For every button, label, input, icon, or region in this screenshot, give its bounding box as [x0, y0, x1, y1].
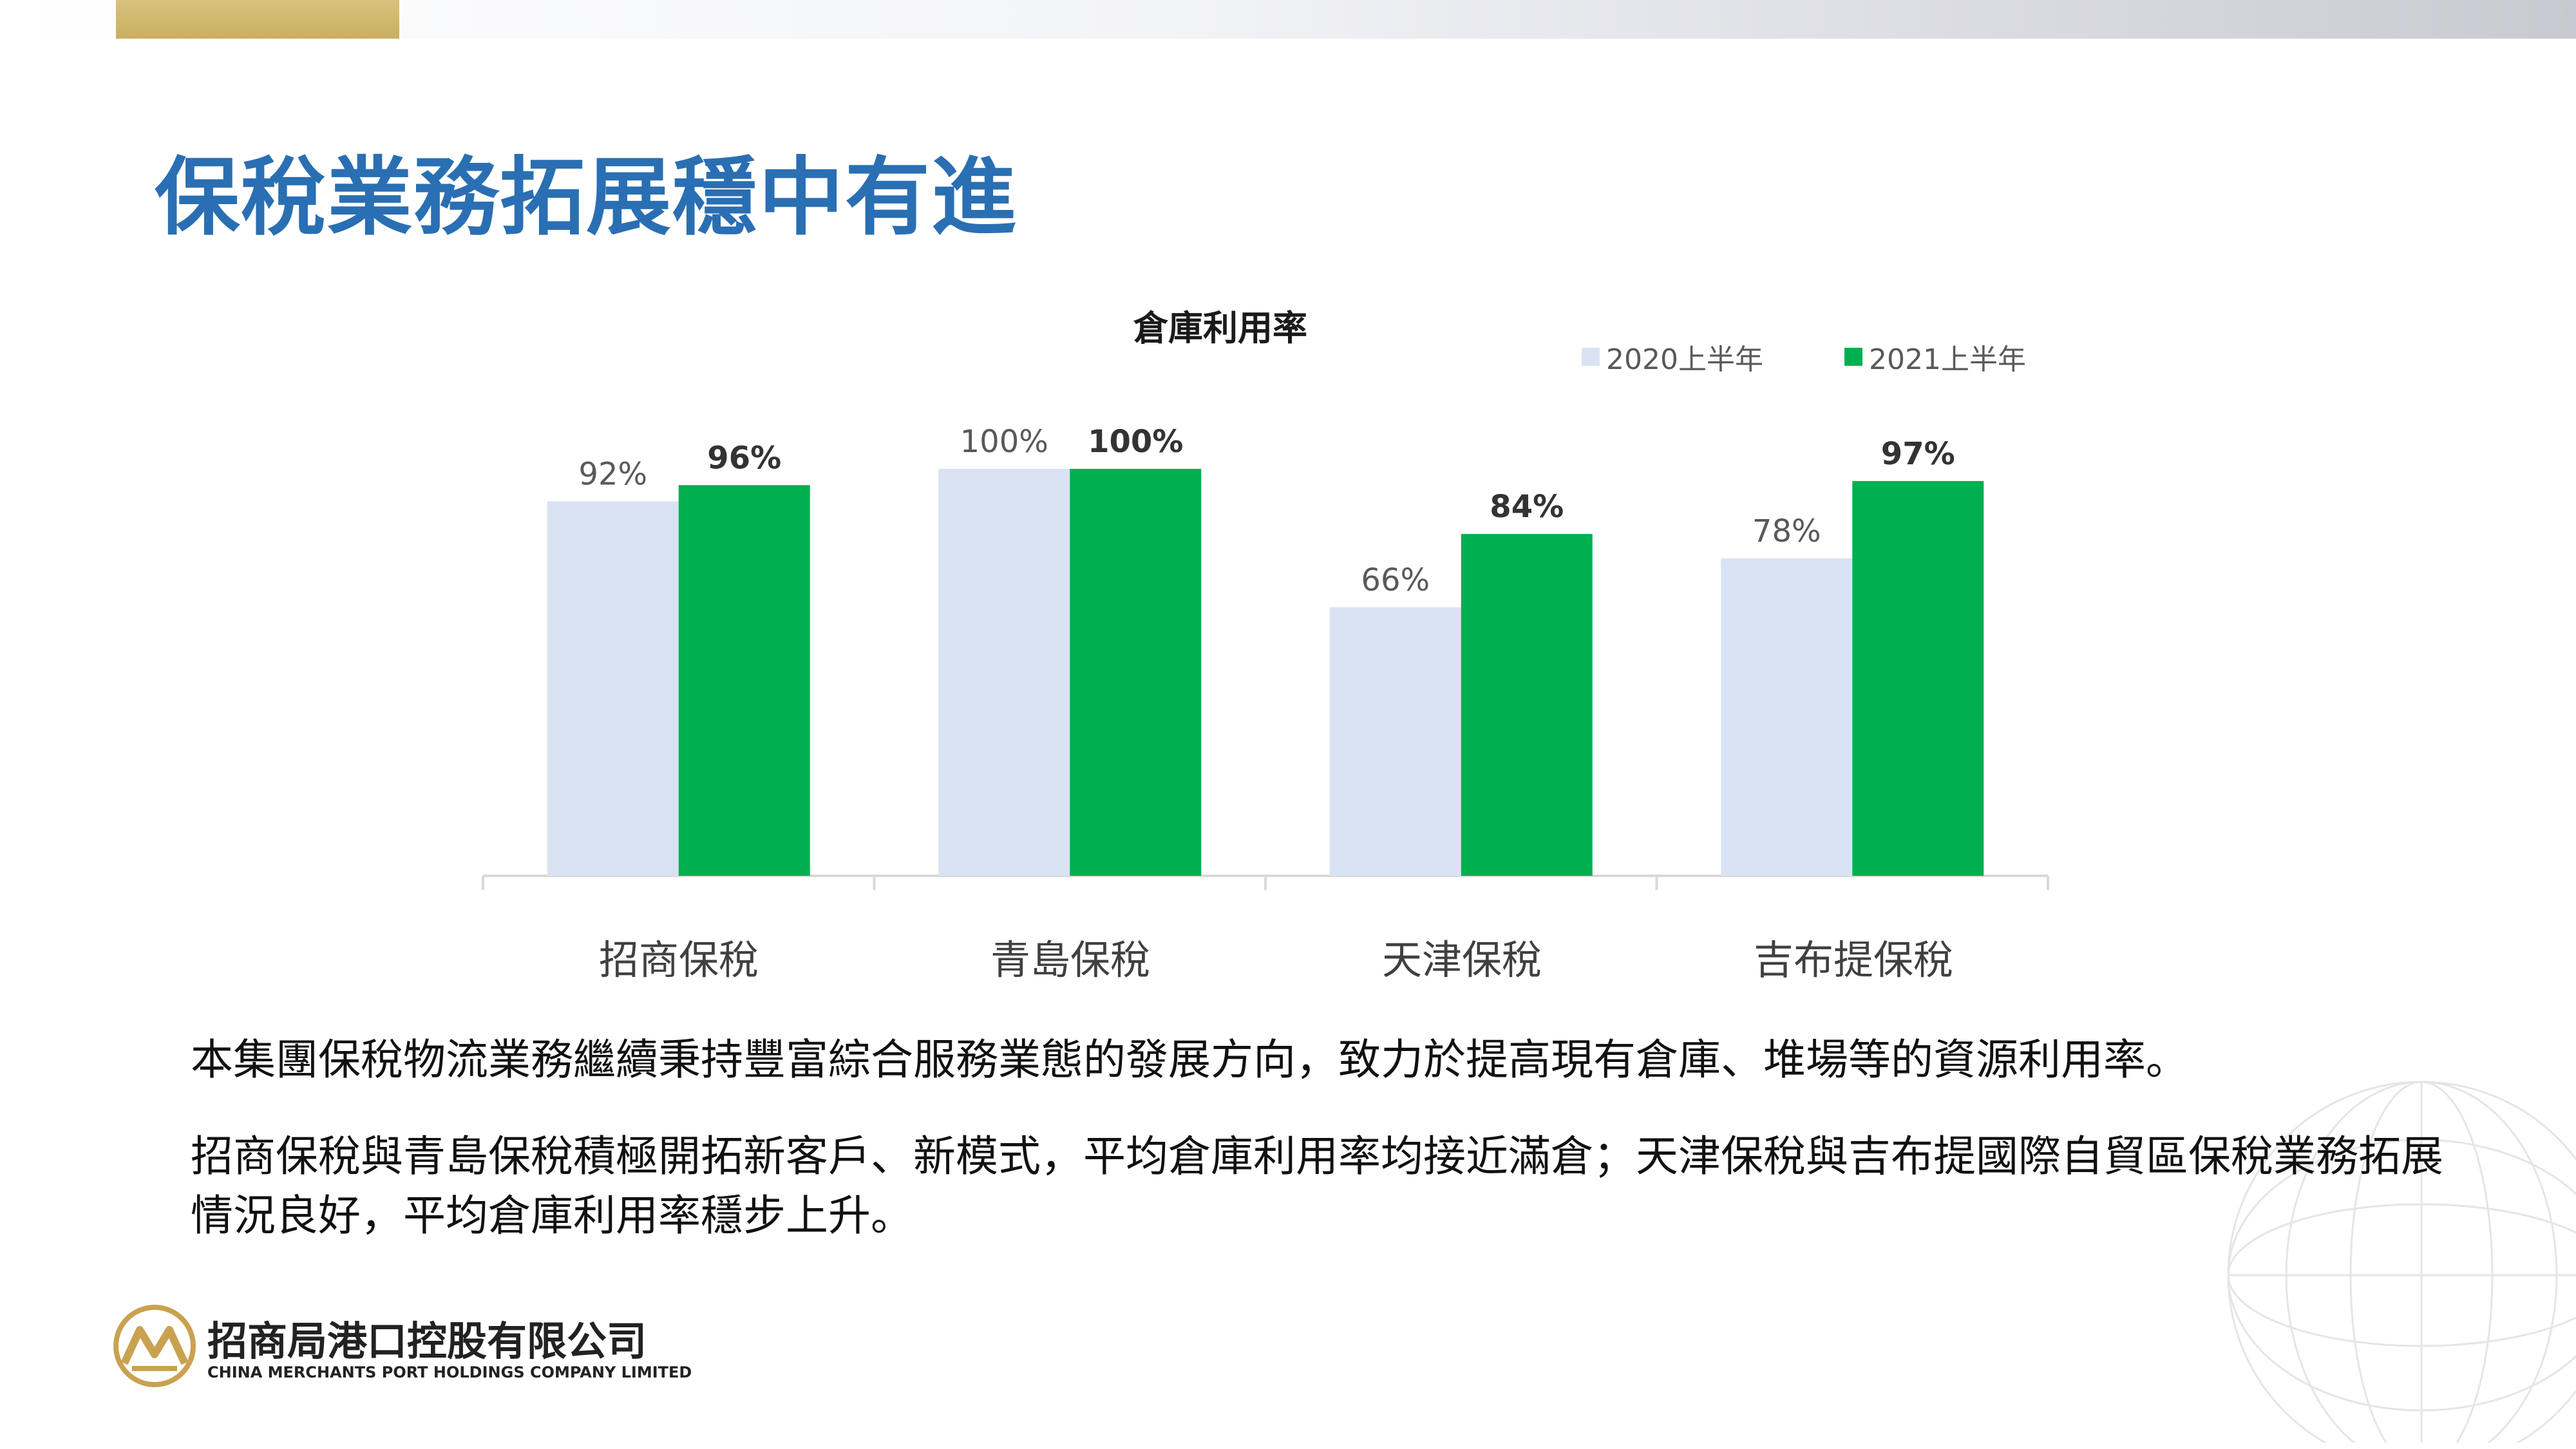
company-name-en: CHINA MERCHANTS PORT HOLDINGS COMPANY LI… [207, 1363, 692, 1381]
data-label-2020-3: 78% [1752, 513, 1821, 549]
bar-2020-1 [938, 469, 1070, 876]
globe-watermark-icon [2227, 1081, 2576, 1443]
bar-2021-2 [1461, 534, 1593, 876]
data-label-2021-1: 100% [1088, 424, 1183, 460]
legend-label-2020: 2020上半年 [1606, 343, 1763, 376]
legend-item-2021: 2021上半年 [1844, 336, 2026, 377]
data-label-2021-2: 84% [1490, 489, 1564, 525]
legend-item-2020: 2020上半年 [1582, 336, 1763, 377]
top-decorative-bar [0, 0, 2576, 39]
bar-2021-3 [1852, 480, 1984, 876]
chart-title: 倉庫利用率 [1133, 308, 1307, 348]
company-name-cn: 招商局港口控股有限公司 [207, 1318, 647, 1365]
body-paragraph-2: 招商保稅與青島保稅積極開拓新客戶、新模式，平均倉庫利用率均接近滿倉；天津保稅與吉… [191, 1132, 2443, 1240]
bar-chart: 92% 96% 100% 100% 66% 84% 78% 97% [482, 424, 2049, 890]
body-paragraph-1: 本集團保稅物流業務繼續秉持豐富綜合服務業態的發展方向，致力於提高現有倉庫、堆場等… [191, 1035, 2188, 1084]
bar-2020-3 [1721, 558, 1853, 876]
category-label-1: 青島保稅 [990, 936, 1150, 983]
bar-2020-2 [1329, 607, 1461, 876]
bar-2021-0 [678, 485, 810, 876]
category-label-2: 天津保稅 [1381, 936, 1542, 983]
data-label-2020-1: 100% [960, 424, 1048, 460]
data-label-2021-0: 96% [707, 440, 781, 476]
category-label-0: 招商保稅 [598, 936, 759, 983]
top-gold-accent [116, 0, 399, 39]
legend-label-2021: 2021上半年 [1869, 343, 2026, 376]
bar-2020-0 [547, 501, 679, 876]
bar-2021-1 [1070, 469, 1202, 876]
cmport-logo-icon [113, 1305, 196, 1387]
category-label-3: 吉布提保稅 [1753, 936, 1953, 983]
data-label-2021-3: 97% [1881, 436, 1955, 472]
legend-swatch-2021 [1844, 348, 1862, 366]
data-label-2020-0: 92% [578, 457, 647, 493]
data-label-2020-2: 66% [1361, 562, 1430, 598]
slide-title: 保稅業務拓展穩中有進 [155, 147, 1018, 247]
legend-swatch-2020 [1582, 348, 1600, 366]
